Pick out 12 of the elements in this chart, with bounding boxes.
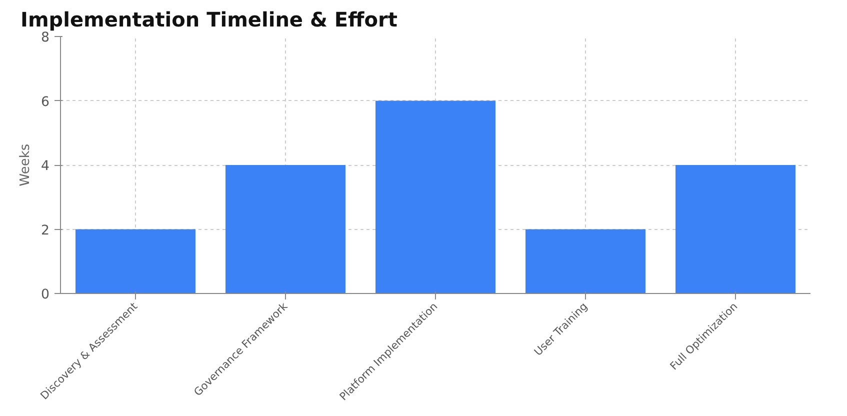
y-tick-label: 2 — [41, 223, 50, 238]
bar — [526, 229, 646, 294]
bar — [676, 165, 796, 294]
y-tick-label: 0 — [41, 288, 50, 302]
y-tick-label: 6 — [41, 94, 50, 110]
chart-title: Implementation Timeline & Effort — [20, 8, 398, 32]
bar — [226, 165, 346, 294]
bar — [76, 229, 196, 294]
bar — [376, 100, 496, 294]
y-tick-label: 8 — [41, 30, 50, 46]
y-axis-title: Weeks — [18, 144, 34, 186]
y-tick-label: 4 — [41, 159, 50, 174]
